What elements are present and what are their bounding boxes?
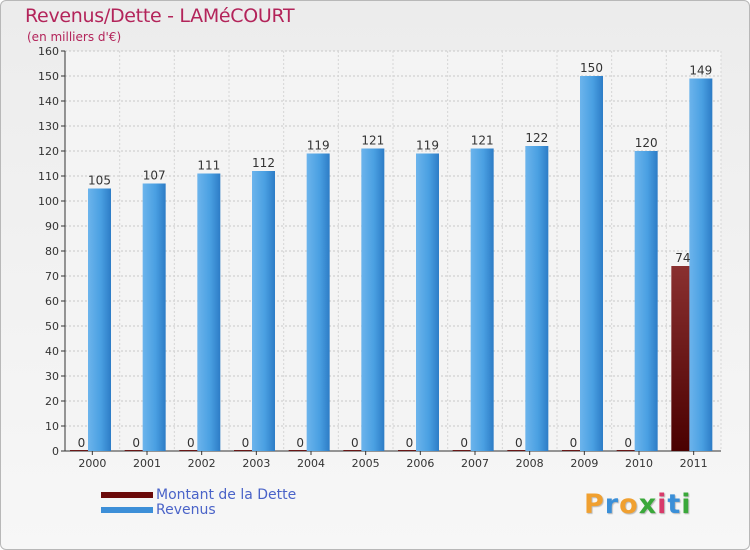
legend: Montant de la Dette Revenus — [101, 486, 297, 518]
data-label-revenus-2010: 120 — [635, 136, 658, 150]
bar-revenus-2005 — [361, 148, 385, 451]
bar-revenus-2001 — [142, 183, 166, 451]
x-tick-label-2004: 2004 — [297, 457, 325, 470]
y-tick-label-130: 130 — [38, 120, 59, 133]
bar-debt-2010 — [616, 450, 640, 451]
y-tick-label-10: 10 — [45, 420, 59, 433]
bar-revenus-2007 — [470, 148, 494, 451]
legend-label-debt: Montant de la Dette — [156, 486, 297, 503]
data-label-revenus-2002: 111 — [197, 159, 220, 173]
x-tick-label-2007: 2007 — [461, 457, 489, 470]
bar-debt-2007 — [452, 450, 476, 451]
y-tick-label-40: 40 — [45, 345, 59, 358]
data-label-debt-2011: 74 — [675, 251, 690, 265]
y-tick-label-0: 0 — [52, 445, 59, 458]
y-tick-label-110: 110 — [38, 170, 59, 183]
logo-letter: x — [638, 489, 658, 520]
data-label-debt-2000: 0 — [78, 436, 86, 450]
data-label-debt-2007: 0 — [460, 436, 468, 450]
data-label-revenus-2001: 107 — [143, 169, 166, 183]
legend-label-revenus: Revenus — [156, 501, 216, 518]
data-label-revenus-2007: 121 — [471, 134, 494, 148]
chart-title: Revenus/Dette - LAMéCOURT — [25, 5, 295, 27]
x-tick-label-2010: 2010 — [625, 457, 653, 470]
x-tick-label-2008: 2008 — [516, 457, 544, 470]
bar-debt-2000 — [70, 450, 93, 451]
logo-letter: o — [619, 489, 639, 520]
bar-debt-2005 — [343, 450, 367, 451]
bar-revenus-2010 — [634, 151, 658, 451]
bar-debt-2009 — [562, 450, 585, 451]
bar-revenus-2003 — [252, 171, 275, 451]
y-tick-label-160: 160 — [38, 45, 59, 58]
data-label-revenus-2004: 119 — [307, 139, 330, 153]
y-tick-label-90: 90 — [45, 220, 59, 233]
data-label-debt-2002: 0 — [187, 436, 195, 450]
y-tick-label-30: 30 — [45, 370, 59, 383]
bar-revenus-2009 — [580, 76, 603, 451]
data-label-revenus-2009: 150 — [580, 61, 603, 75]
logo-letter: t — [667, 489, 682, 520]
y-tick-label-150: 150 — [38, 70, 59, 83]
legend-swatch-revenus — [101, 506, 153, 513]
bar-revenus-2008 — [525, 146, 549, 451]
x-tick-label-2009: 2009 — [570, 457, 598, 470]
bar-debt-2003 — [234, 450, 257, 451]
data-label-debt-2004: 0 — [296, 436, 304, 450]
data-label-revenus-2011: 149 — [689, 64, 712, 78]
data-label-debt-2009: 0 — [570, 436, 578, 450]
bar-debt-2006 — [398, 450, 421, 451]
logo-letter: i — [657, 489, 668, 520]
data-label-debt-2008: 0 — [515, 436, 523, 450]
bar-debt-2008 — [507, 450, 531, 451]
data-label-debt-2005: 0 — [351, 436, 359, 450]
proxiti-logo: Proxiti — [584, 489, 692, 520]
bar-revenus-2000 — [88, 188, 111, 451]
data-label-debt-2003: 0 — [242, 436, 250, 450]
y-tick-label-80: 80 — [45, 245, 59, 258]
bar-debt-2011 — [671, 266, 695, 451]
bar-revenus-2006 — [416, 153, 439, 451]
logo-letter: i — [681, 489, 692, 520]
x-tick-label-2000: 2000 — [78, 457, 106, 470]
chart-subtitle: (en milliers d'€) — [27, 30, 122, 44]
bar-debt-2001 — [124, 450, 148, 451]
x-tick-label-2006: 2006 — [406, 457, 434, 470]
logo-letter: P — [584, 489, 605, 520]
x-tick-label-2002: 2002 — [188, 457, 216, 470]
bar-revenus-2011 — [689, 78, 713, 451]
y-tick-label-60: 60 — [45, 295, 59, 308]
y-tick-label-120: 120 — [38, 145, 59, 158]
logo-letter: r — [604, 489, 620, 520]
y-tick-label-140: 140 — [38, 95, 59, 108]
y-tick-label-50: 50 — [45, 320, 59, 333]
bar-revenus-2002 — [197, 173, 221, 451]
x-tick-label-2011: 2011 — [680, 457, 708, 470]
y-tick-label-100: 100 — [38, 195, 59, 208]
x-tick-label-2005: 2005 — [352, 457, 380, 470]
data-label-revenus-2000: 105 — [88, 174, 111, 188]
bar-debt-2004 — [288, 450, 312, 451]
data-label-revenus-2003: 112 — [252, 156, 275, 170]
x-tick-label-2001: 2001 — [133, 457, 161, 470]
data-label-debt-2001: 0 — [132, 436, 140, 450]
legend-swatch-debt — [101, 491, 153, 498]
bar-debt-2002 — [179, 450, 203, 451]
data-label-debt-2006: 0 — [406, 436, 414, 450]
x-tick-label-2003: 2003 — [242, 457, 270, 470]
data-label-debt-2010: 0 — [624, 436, 632, 450]
data-label-revenus-2006: 119 — [416, 139, 439, 153]
data-label-revenus-2005: 121 — [361, 134, 384, 148]
data-label-revenus-2008: 122 — [525, 131, 548, 145]
bar-revenus-2004 — [306, 153, 330, 451]
y-tick-label-20: 20 — [45, 395, 59, 408]
legend-item-revenus: Revenus — [101, 501, 296, 518]
y-tick-label-70: 70 — [45, 270, 59, 283]
legend-item-debt: Montant de la Dette — [101, 486, 297, 503]
